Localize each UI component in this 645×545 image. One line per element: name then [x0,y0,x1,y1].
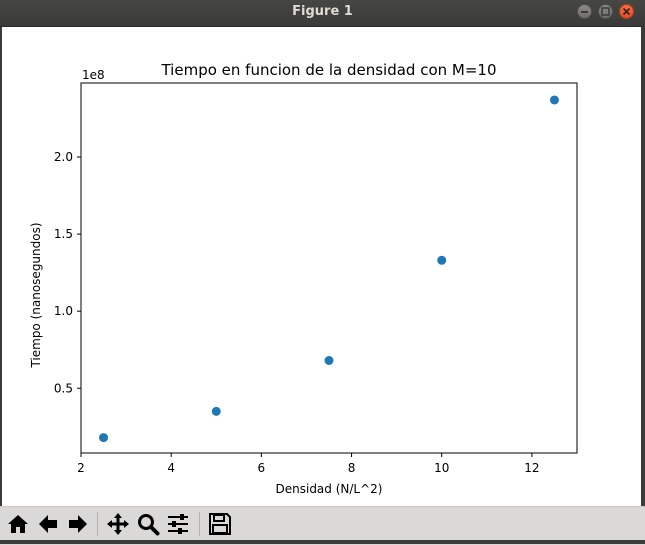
x-tick-label: 10 [434,461,449,475]
y-tick-label: 2.0 [54,150,73,164]
window-title: Figure 1 [292,4,353,19]
pan-move-icon[interactable] [104,510,132,538]
y-tick-label: 1.0 [54,304,73,318]
x-axis-ticks: 2 4 6 8 10 12 [77,453,540,475]
y-tick-label: 0.5 [54,381,73,395]
data-point [549,95,559,105]
data-point [437,255,447,265]
x-tick-label: 6 [258,461,266,475]
window-border-right [641,27,645,506]
navigation-toolbar [0,506,645,545]
figure-canvas[interactable]: 2 4 6 8 10 12 0.5 1.0 1.5 2.0 Tiempo en funcion … [0,27,645,506]
y-axis-offset-label: 1e8 [82,68,105,82]
window-border-left [0,27,2,506]
x-tick-label: 12 [524,461,539,475]
forward-arrow-icon[interactable] [64,510,92,538]
home-icon[interactable] [4,510,32,538]
window-bottom-edge [0,540,645,544]
data-points [99,95,559,443]
toolbar-separator [97,512,98,536]
back-arrow-icon[interactable] [34,510,62,538]
save-floppy-icon[interactable] [206,510,234,538]
maximize-icon[interactable] [598,4,613,19]
x-tick-label: 8 [348,461,356,475]
x-tick-label: 2 [77,461,85,475]
y-tick-label: 1.5 [54,227,73,241]
window-titlebar[interactable]: Figure 1 [0,0,645,27]
zoom-magnifier-icon[interactable] [134,510,162,538]
y-axis-ticks: 0.5 1.0 1.5 2.0 [54,150,81,395]
data-point [211,406,221,416]
axes-frame [80,82,578,454]
scatter-plot: 2 4 6 8 10 12 0.5 1.0 1.5 2.0 Tiempo en funcion … [29,61,578,496]
close-icon[interactable] [619,4,634,19]
toolbar-separator [199,512,200,536]
x-tick-label: 4 [167,461,175,475]
configure-subplots-icon[interactable] [164,510,192,538]
x-axis-label: Densidad (N/L^2) [276,482,383,496]
minimize-icon[interactable] [577,4,592,19]
y-axis-label: Tiempo (nanosegundos) [29,222,43,368]
data-point [324,356,334,365]
chart-title: Tiempo en funcion de la densidad con M=1… [160,61,496,79]
data-point [99,433,109,443]
